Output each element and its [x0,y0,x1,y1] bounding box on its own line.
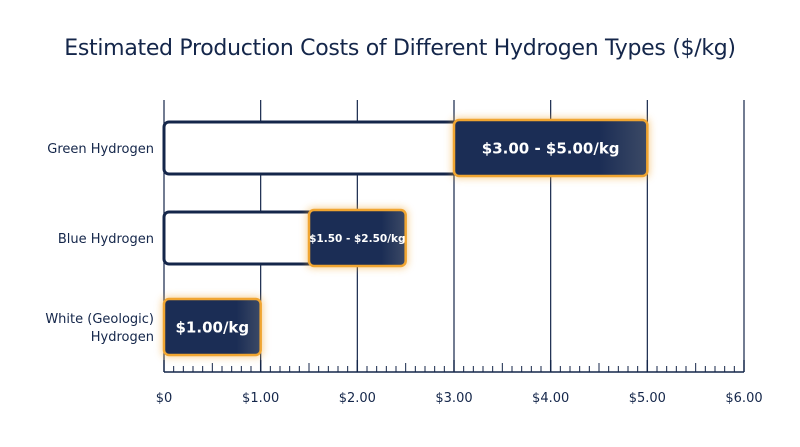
x-tick-label: $4.00 [532,391,569,406]
x-tick-label: $1.00 [242,391,279,406]
category-label: Green Hydrogen [47,142,154,157]
x-tick-label: $2.00 [339,391,376,406]
range-bar-label: $1.50 - $2.50/kg [309,233,405,245]
category-labels: Green Hydrogen Blue Hydrogen White (Geolog… [45,142,154,345]
x-tick-label: $3.00 [435,391,472,406]
range-bar [307,208,407,268]
bars: $3.00 - $5.00/kg $1.50 - $2.50/kg $1.00/kg [162,118,650,357]
range-bar-label: $3.00 - $5.00/kg [482,139,620,157]
x-axis: $0 $1.00 $2.00 $3.00 $4.00 $5.00 $6.00 [156,360,763,406]
chart-title: Estimated Production Costs of Different … [64,36,736,61]
x-tick-label: $5.00 [629,391,666,406]
category-label: Hydrogen [91,330,154,345]
x-tick-label: $6.00 [725,391,762,406]
x-tick-label: $0 [156,391,173,406]
category-label: Blue Hydrogen [58,232,154,247]
range-outline-bar [162,120,462,176]
range-outline-bar [162,210,317,266]
range-bar-label: $1.00/kg [176,318,250,336]
range-bar [452,118,649,178]
range-bar [162,297,262,357]
category-label: White (Geologic) [45,312,154,327]
